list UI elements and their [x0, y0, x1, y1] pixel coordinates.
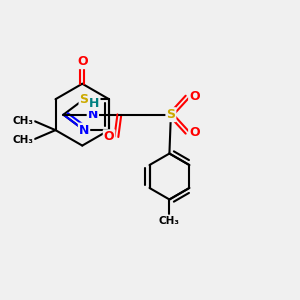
Text: O: O: [189, 126, 200, 139]
Text: O: O: [189, 91, 200, 103]
Text: N: N: [79, 124, 89, 136]
Text: CH₃: CH₃: [159, 216, 180, 226]
Text: N: N: [88, 108, 98, 121]
Text: O: O: [77, 55, 88, 68]
Text: CH₃: CH₃: [12, 134, 33, 145]
Text: H: H: [89, 97, 100, 110]
Text: CH₃: CH₃: [12, 116, 33, 126]
Text: S: S: [80, 93, 88, 106]
Text: S: S: [167, 108, 176, 121]
Text: O: O: [104, 130, 114, 143]
